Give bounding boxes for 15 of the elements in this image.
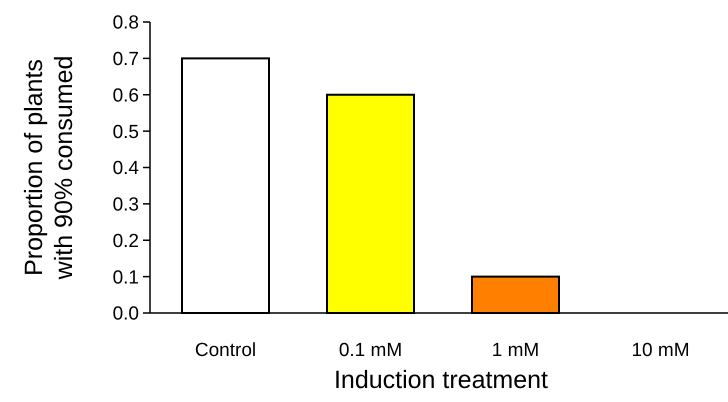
y-tick-label: 0.0 [112, 304, 139, 325]
x-tick-label: Control [194, 340, 256, 361]
y-axis-title: Proportion of plants with 90% consumed [20, 56, 78, 280]
y-tick-label: 0.1 [112, 267, 139, 288]
y-tick-label: 0.4 [112, 158, 140, 180]
y-tick-label: 0.6 [112, 85, 139, 106]
x-tick-label: 10 mM [631, 340, 690, 361]
x-tick-label: 0.1 mM [338, 340, 402, 361]
y-tick-label: 0.8 [112, 12, 139, 34]
y-tick-label: 0.7 [112, 49, 139, 70]
x-axis-title: Induction treatment [334, 366, 548, 394]
y-tick-label: 0.3 [112, 194, 139, 216]
y-tick-label: 0.2 [112, 230, 139, 252]
x-tick-label: 1 mM [492, 340, 540, 361]
y-tick-label: 0.5 [112, 122, 139, 143]
